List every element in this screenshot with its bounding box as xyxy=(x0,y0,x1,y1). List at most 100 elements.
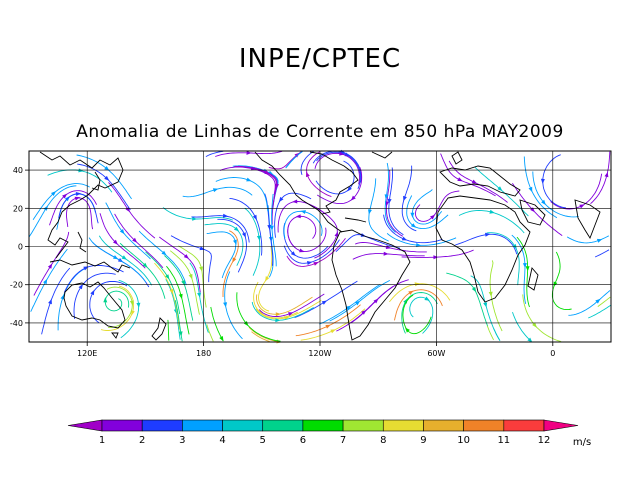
streamline xyxy=(414,190,460,222)
colorbar-swatch xyxy=(342,419,384,432)
streamline-arrow-icon xyxy=(433,255,439,260)
streamline-arrow-icon xyxy=(246,150,252,155)
streamline-arrow-icon xyxy=(485,232,491,237)
streamline-arrow-icon xyxy=(178,331,183,337)
streamline xyxy=(283,210,323,239)
streamline-arrow-icon xyxy=(330,329,336,334)
colorbar-label: 12 xyxy=(538,435,551,446)
page-title: INPE/CPTEC xyxy=(238,44,402,74)
streamline-arrow-icon xyxy=(410,212,415,218)
streamline xyxy=(283,239,340,264)
streamline xyxy=(234,166,277,208)
colorbar-swatch xyxy=(141,419,183,432)
streamline xyxy=(316,167,363,205)
streamline-arrow-icon xyxy=(60,294,65,300)
streamline xyxy=(588,304,612,319)
streamline-arrow-icon xyxy=(579,204,585,209)
streamline xyxy=(49,190,97,226)
lon-tick-label: 180 xyxy=(196,349,211,358)
streamline-arrow-icon xyxy=(384,194,389,200)
streamline-arrow-icon xyxy=(405,327,410,333)
streamline-arrow-icon xyxy=(299,248,305,253)
streamline-arrow-icon xyxy=(522,263,527,269)
streamline-arrow-icon xyxy=(355,300,361,306)
streamline-arrow-icon xyxy=(258,310,263,315)
streamline-arrow-icon xyxy=(483,302,488,308)
streamline xyxy=(532,171,579,218)
streamline-arrow-icon xyxy=(300,210,306,214)
streamline xyxy=(89,280,128,324)
streamline-arrow-icon xyxy=(78,284,83,290)
streamline xyxy=(287,223,327,252)
streamline-arrow-icon xyxy=(275,318,281,323)
coast-caribbean xyxy=(344,217,367,223)
streamline xyxy=(205,150,224,157)
colorbar-label: 8 xyxy=(380,435,386,446)
streamline-arrow-icon xyxy=(489,209,495,214)
coastline-layer xyxy=(39,151,601,341)
streamline-arrow-icon xyxy=(121,255,127,260)
streamline xyxy=(204,223,244,266)
streamline-arrow-icon xyxy=(325,324,331,329)
coast-asia xyxy=(39,151,124,259)
colorbar-label: 2 xyxy=(139,435,145,446)
streamline-arrow-icon xyxy=(525,266,530,272)
streamline xyxy=(315,160,355,195)
streamline xyxy=(409,296,434,334)
streamline xyxy=(248,326,279,343)
streamline-arrow-icon xyxy=(284,316,290,320)
streamline-arrow-icon xyxy=(223,302,228,308)
streamline-arrow-icon xyxy=(250,166,257,171)
lat-tick-label: 40 xyxy=(13,166,23,175)
streamline-arrow-icon xyxy=(47,263,53,269)
streamline-arrow-icon xyxy=(188,273,193,280)
streamline-arrow-icon xyxy=(169,288,174,295)
lat-lon-grid xyxy=(29,151,611,342)
streamline-arrow-icon xyxy=(233,226,240,232)
colorbar-swatch xyxy=(222,419,264,432)
map-subtitle: Anomalia de Linhas de Corrente em 850 hP… xyxy=(76,122,564,142)
streamline-arrow-icon xyxy=(532,322,537,328)
coast-new-zealand xyxy=(151,317,167,341)
coast-australia xyxy=(63,281,126,329)
streamline xyxy=(274,192,312,238)
streamline xyxy=(206,324,214,342)
lon-tick-label: 0 xyxy=(550,349,555,358)
streamline xyxy=(306,151,332,198)
colorbar-left-arrow-icon xyxy=(67,419,103,432)
streamline-arrow-icon xyxy=(540,178,545,184)
colorbar-swatch xyxy=(382,419,424,432)
coast-indonesia xyxy=(49,259,131,273)
coast-tasmania xyxy=(111,332,119,339)
streamline-arrow-icon xyxy=(497,186,503,192)
streamline-arrow-icon xyxy=(595,298,601,304)
streamline xyxy=(58,193,99,224)
streamline-arrow-icon xyxy=(246,177,252,182)
streamline-arrow-icon xyxy=(178,293,183,300)
streamline xyxy=(277,201,327,233)
streamline xyxy=(47,169,113,193)
streamline xyxy=(229,197,263,256)
coast-philippines xyxy=(77,231,87,253)
streamline xyxy=(164,255,194,321)
streamline-arrow-icon xyxy=(288,312,294,316)
streamline-arrow-icon xyxy=(192,216,198,221)
streamline xyxy=(389,283,451,303)
coast-india xyxy=(574,199,601,240)
streamline xyxy=(486,232,520,286)
streamline xyxy=(206,231,237,279)
streamline-arrow-icon xyxy=(212,188,219,193)
colorbar-label: 3 xyxy=(179,435,185,446)
streamline xyxy=(251,331,270,343)
streamline-arrow-icon xyxy=(199,266,203,272)
streamline-arrow-icon xyxy=(321,300,327,305)
streamline-arrow-icon xyxy=(424,296,430,301)
streamline xyxy=(104,290,130,312)
lat-tick-label: 0 xyxy=(18,243,23,252)
lat-tick-label: -40 xyxy=(10,319,23,328)
streamline-arrow-icon xyxy=(104,175,110,181)
streamline-arrow-icon xyxy=(604,172,609,178)
